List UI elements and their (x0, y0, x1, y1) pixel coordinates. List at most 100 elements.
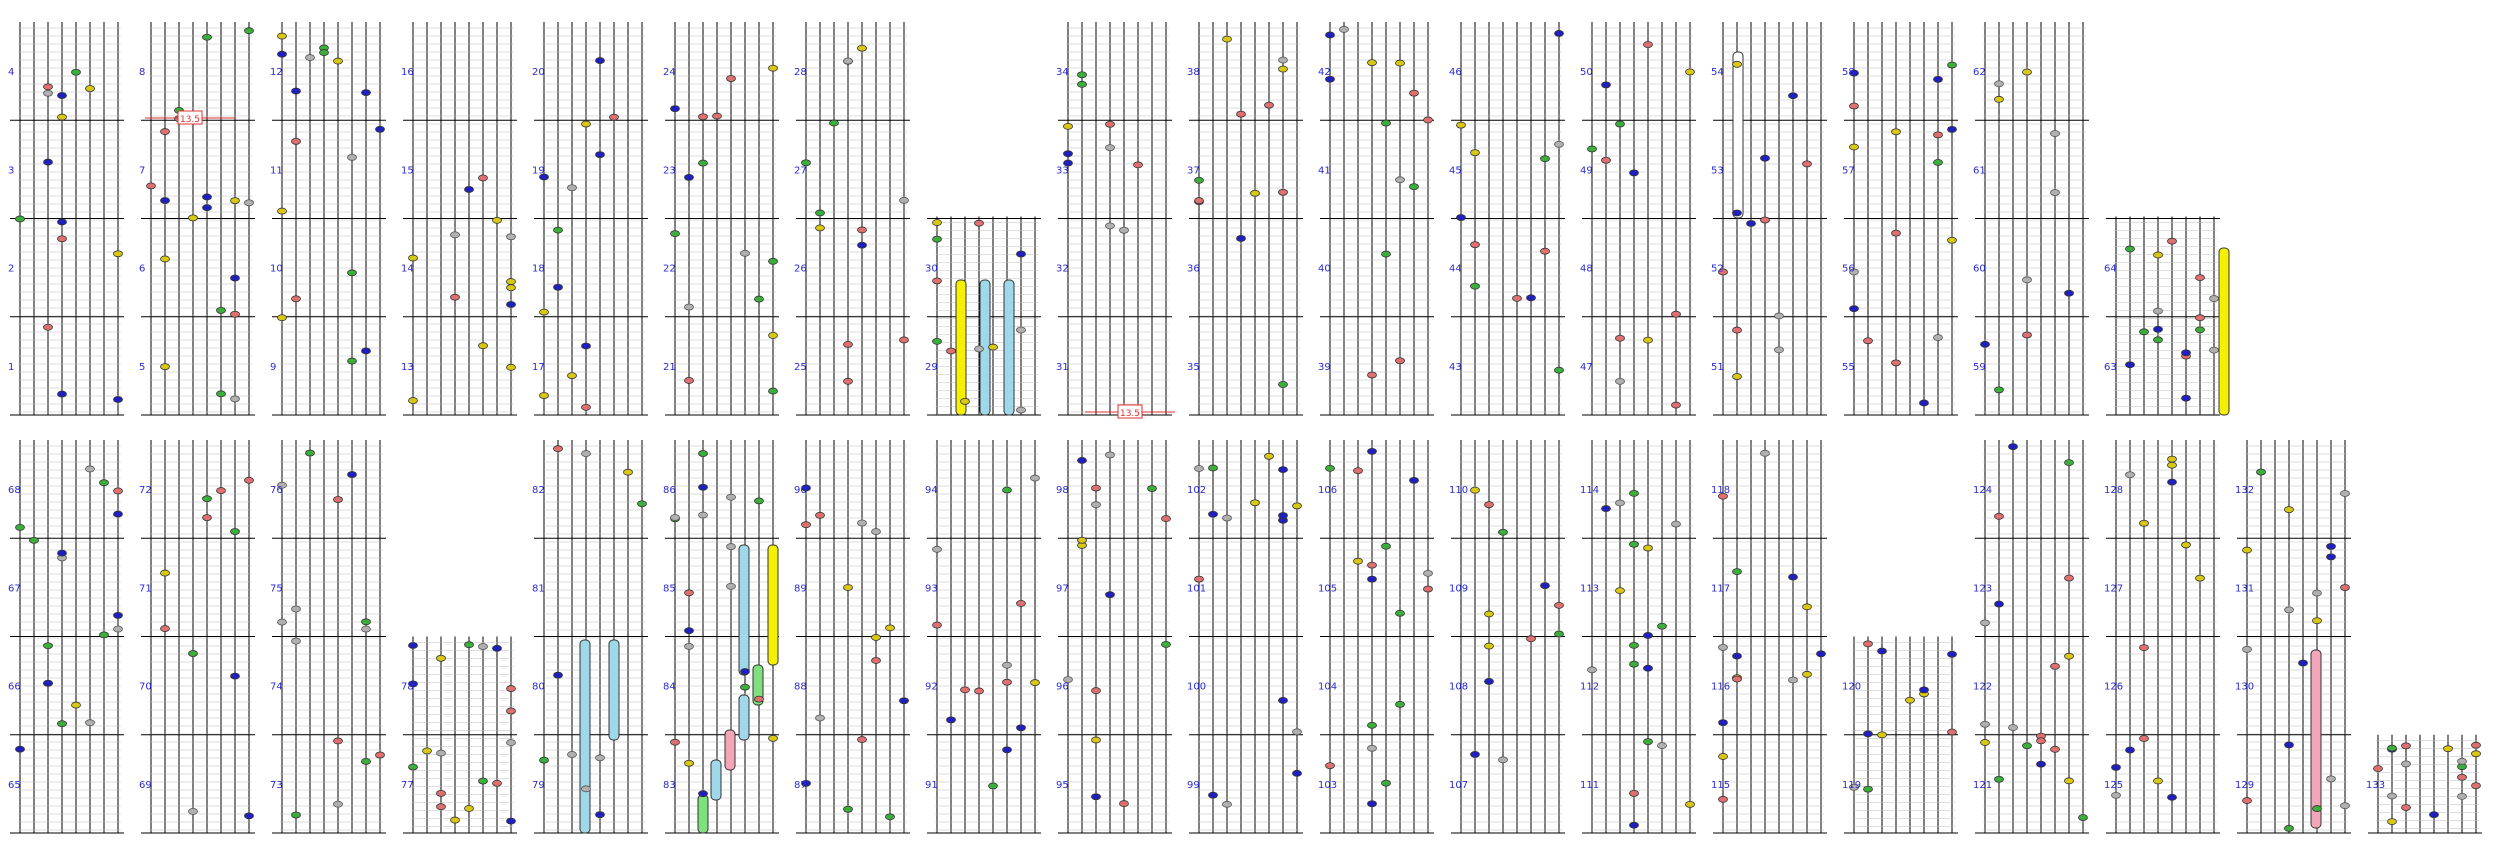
note-marker (1947, 236, 1957, 244)
measure-number: 100 (1187, 682, 1206, 693)
note-marker (932, 235, 942, 243)
note-marker (1423, 585, 1433, 593)
measure-number: 73 (270, 780, 283, 791)
note-marker (1788, 573, 1798, 581)
note-layer (15, 26, 2481, 832)
note-marker (1615, 587, 1625, 594)
note-marker (1732, 675, 1742, 683)
note-marker (506, 685, 516, 692)
note-marker (740, 683, 750, 691)
note-marker (2181, 394, 2191, 402)
sustain-bar (724, 729, 736, 771)
note-marker (857, 736, 867, 743)
note-marker (1891, 229, 1901, 237)
note-marker (1718, 268, 1728, 276)
note-marker (188, 650, 198, 657)
note-marker (408, 397, 418, 404)
note-marker (2050, 130, 2060, 137)
note-marker (1030, 474, 1040, 482)
note-marker (1587, 145, 1597, 153)
note-marker (1091, 793, 1101, 801)
sustain-bar (608, 639, 620, 741)
note-marker (277, 314, 287, 322)
note-marker (1994, 95, 2004, 103)
note-marker (1933, 131, 1943, 139)
measure-number: 119 (1842, 780, 1861, 791)
measure-number: 47 (1580, 362, 1593, 373)
note-marker (2256, 468, 2266, 476)
note-marker (15, 215, 25, 223)
note-marker (1091, 736, 1101, 744)
note-marker (2195, 274, 2205, 281)
note-marker (1863, 730, 1873, 738)
note-marker (2167, 455, 2177, 463)
measure-number: 46 (1449, 67, 1462, 78)
note-marker (857, 226, 867, 234)
note-marker (1554, 601, 1564, 609)
note-marker (899, 697, 909, 705)
note-marker (1470, 486, 1480, 494)
note-marker (670, 738, 680, 746)
note-marker (2064, 459, 2074, 466)
note-marker (1367, 800, 1377, 808)
measure-number: 118 (1711, 485, 1730, 496)
note-marker (113, 625, 123, 633)
note-marker (361, 89, 371, 97)
sustain-bar (767, 544, 779, 666)
note-marker (2022, 331, 2032, 339)
note-marker (2167, 793, 2177, 801)
note-marker (1484, 610, 1494, 618)
note-marker (1278, 697, 1288, 704)
note-marker (202, 204, 212, 212)
measure-number: 120 (1842, 682, 1861, 693)
note-marker (1671, 401, 1681, 409)
note-marker (347, 269, 357, 277)
note-marker (553, 445, 563, 453)
measure-number: 79 (532, 780, 545, 791)
note-marker (1161, 515, 1171, 522)
sustain-bar (2310, 649, 2322, 829)
note-marker (160, 363, 170, 371)
note-marker (885, 813, 895, 821)
measure-number: 127 (2104, 583, 2123, 594)
measure-number: 115 (1711, 780, 1730, 791)
measure-number: 8 (139, 67, 145, 78)
note-marker (1629, 789, 1639, 797)
note-marker (506, 363, 516, 371)
note-marker (506, 707, 516, 715)
note-marker (1367, 447, 1377, 455)
note-marker (1554, 140, 1564, 148)
note-marker (988, 343, 998, 351)
measure-number: 40 (1318, 264, 1331, 275)
measure-number: 131 (2235, 583, 2254, 594)
measure-number: 34 (1056, 67, 1069, 78)
note-marker (1002, 678, 1012, 686)
note-marker (1470, 751, 1480, 758)
note-marker (2387, 792, 2397, 800)
measure-number: 37 (1187, 165, 1200, 176)
measure-number: 66 (8, 682, 21, 693)
measure-number: 24 (663, 67, 676, 78)
note-marker (2064, 574, 2074, 582)
note-marker (754, 695, 764, 703)
note-marker (450, 293, 460, 301)
note-marker (1498, 756, 1508, 764)
note-marker (539, 173, 549, 181)
note-marker (305, 54, 315, 61)
measure-number: 32 (1056, 264, 1069, 275)
note-marker (1194, 465, 1204, 472)
sustain-bar (1003, 279, 1015, 416)
measure-number: 72 (139, 485, 152, 496)
note-marker (2242, 797, 2252, 804)
note-marker (2387, 818, 2397, 825)
note-marker (1849, 783, 1859, 791)
note-marker (2312, 617, 2322, 625)
note-marker (1264, 101, 1274, 109)
note-marker (506, 739, 516, 746)
sustain-bar (738, 694, 750, 741)
note-marker (1629, 641, 1639, 649)
note-marker (539, 392, 549, 399)
note-marker (1947, 125, 1957, 133)
measure-number: 42 (1318, 67, 1331, 78)
measure-number: 10 (270, 264, 283, 275)
